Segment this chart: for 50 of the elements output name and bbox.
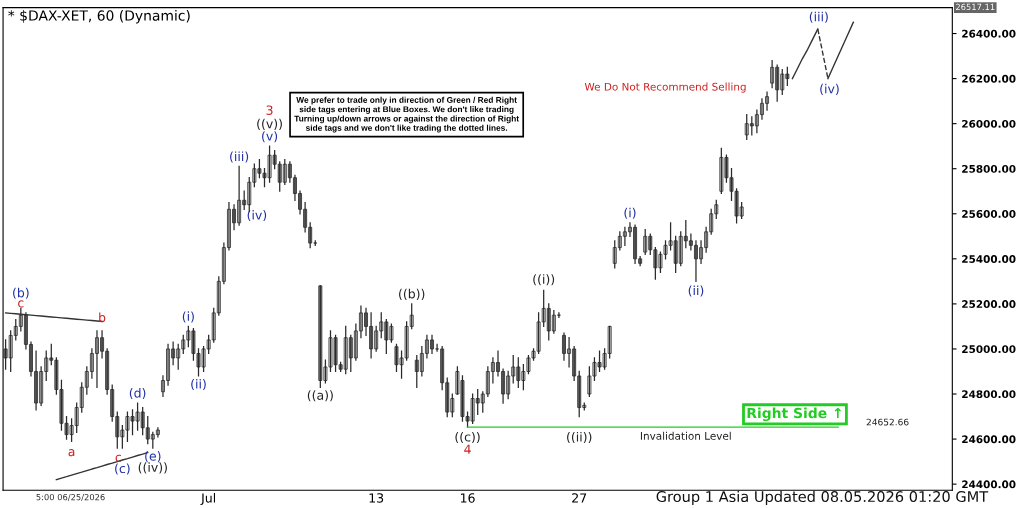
annotation: ((v)) [257, 118, 282, 130]
annotation: (i) [182, 311, 194, 323]
annotation: (e) [145, 451, 161, 463]
y-tick-label: 26200.00 [962, 74, 1016, 83]
annotation: ((i)) [533, 274, 555, 286]
y-tick-label: 24800.00 [962, 390, 1016, 399]
y-tick-label: 24600.00 [962, 435, 1016, 444]
y-tick-label: 26000.00 [962, 119, 1016, 128]
annotation: (c) [115, 463, 130, 475]
annotation: We prefer to trade only in direction of Green / Red Right side tags entering at Blue Boxes. We don't like trading Turning up/down arrows or against the direction of Right side tags and we don't like trading the dotted lines. [294, 96, 519, 133]
y-tick-label: 25800.00 [962, 164, 1016, 173]
y-tick-label: 25000.00 [962, 345, 1016, 354]
annotation: c [18, 300, 24, 308]
annotation: (v) [262, 131, 278, 143]
annotation: ((a)) [307, 390, 333, 402]
annotation: ((c)) [455, 431, 480, 444]
chart-title: * $DAX-XET, 60 (Dynamic) [8, 10, 190, 24]
annotation: (ii) [191, 378, 206, 391]
annotation: (iii) [809, 11, 828, 23]
y-tick-label: 25200.00 [962, 300, 1016, 308]
annotation: (ii) [688, 285, 704, 297]
annotation: 4 [464, 444, 471, 454]
annotation: (iv) [247, 209, 267, 222]
y-tick-label: 26400.00 [962, 29, 1016, 38]
annotation: Right Side ↑ [747, 407, 841, 422]
annotation: (iv) [820, 83, 839, 95]
x-tick-label: Jul [200, 493, 216, 505]
annotation: Invalidation Level [640, 431, 731, 440]
text: Group 1 Asia Updated 08.05.2026 01:20 GMT [656, 490, 989, 505]
annotation: c [115, 454, 121, 462]
annotation: ((ii)) [567, 431, 592, 444]
annotation: (d) [129, 387, 146, 400]
x-tick-label: 13 [369, 493, 384, 503]
x-tick-label: 16 [460, 493, 475, 503]
annotation: a [68, 449, 75, 457]
annotation: (i) [624, 207, 636, 219]
y-tick-label: 25600.00 [962, 210, 1016, 218]
x-tick-label: 27 [572, 493, 587, 503]
y-tick-label: 24400.00 [962, 480, 1016, 489]
y-tick-label: 25400.00 [962, 255, 1016, 263]
text: 5:00 06/25/2026 [36, 493, 105, 501]
annotation: We Do Not Recommend Selling [584, 82, 746, 93]
annotation: b [99, 312, 106, 323]
text: 26517.11 [956, 3, 995, 11]
annotation: ((iv)) [138, 462, 167, 474]
annotation: 3 [266, 105, 273, 115]
annotation: (iii) [230, 151, 249, 163]
annotation: (b) [13, 287, 29, 299]
annotation: 24652.66 [866, 418, 909, 426]
annotation: ((b)) [399, 288, 425, 300]
